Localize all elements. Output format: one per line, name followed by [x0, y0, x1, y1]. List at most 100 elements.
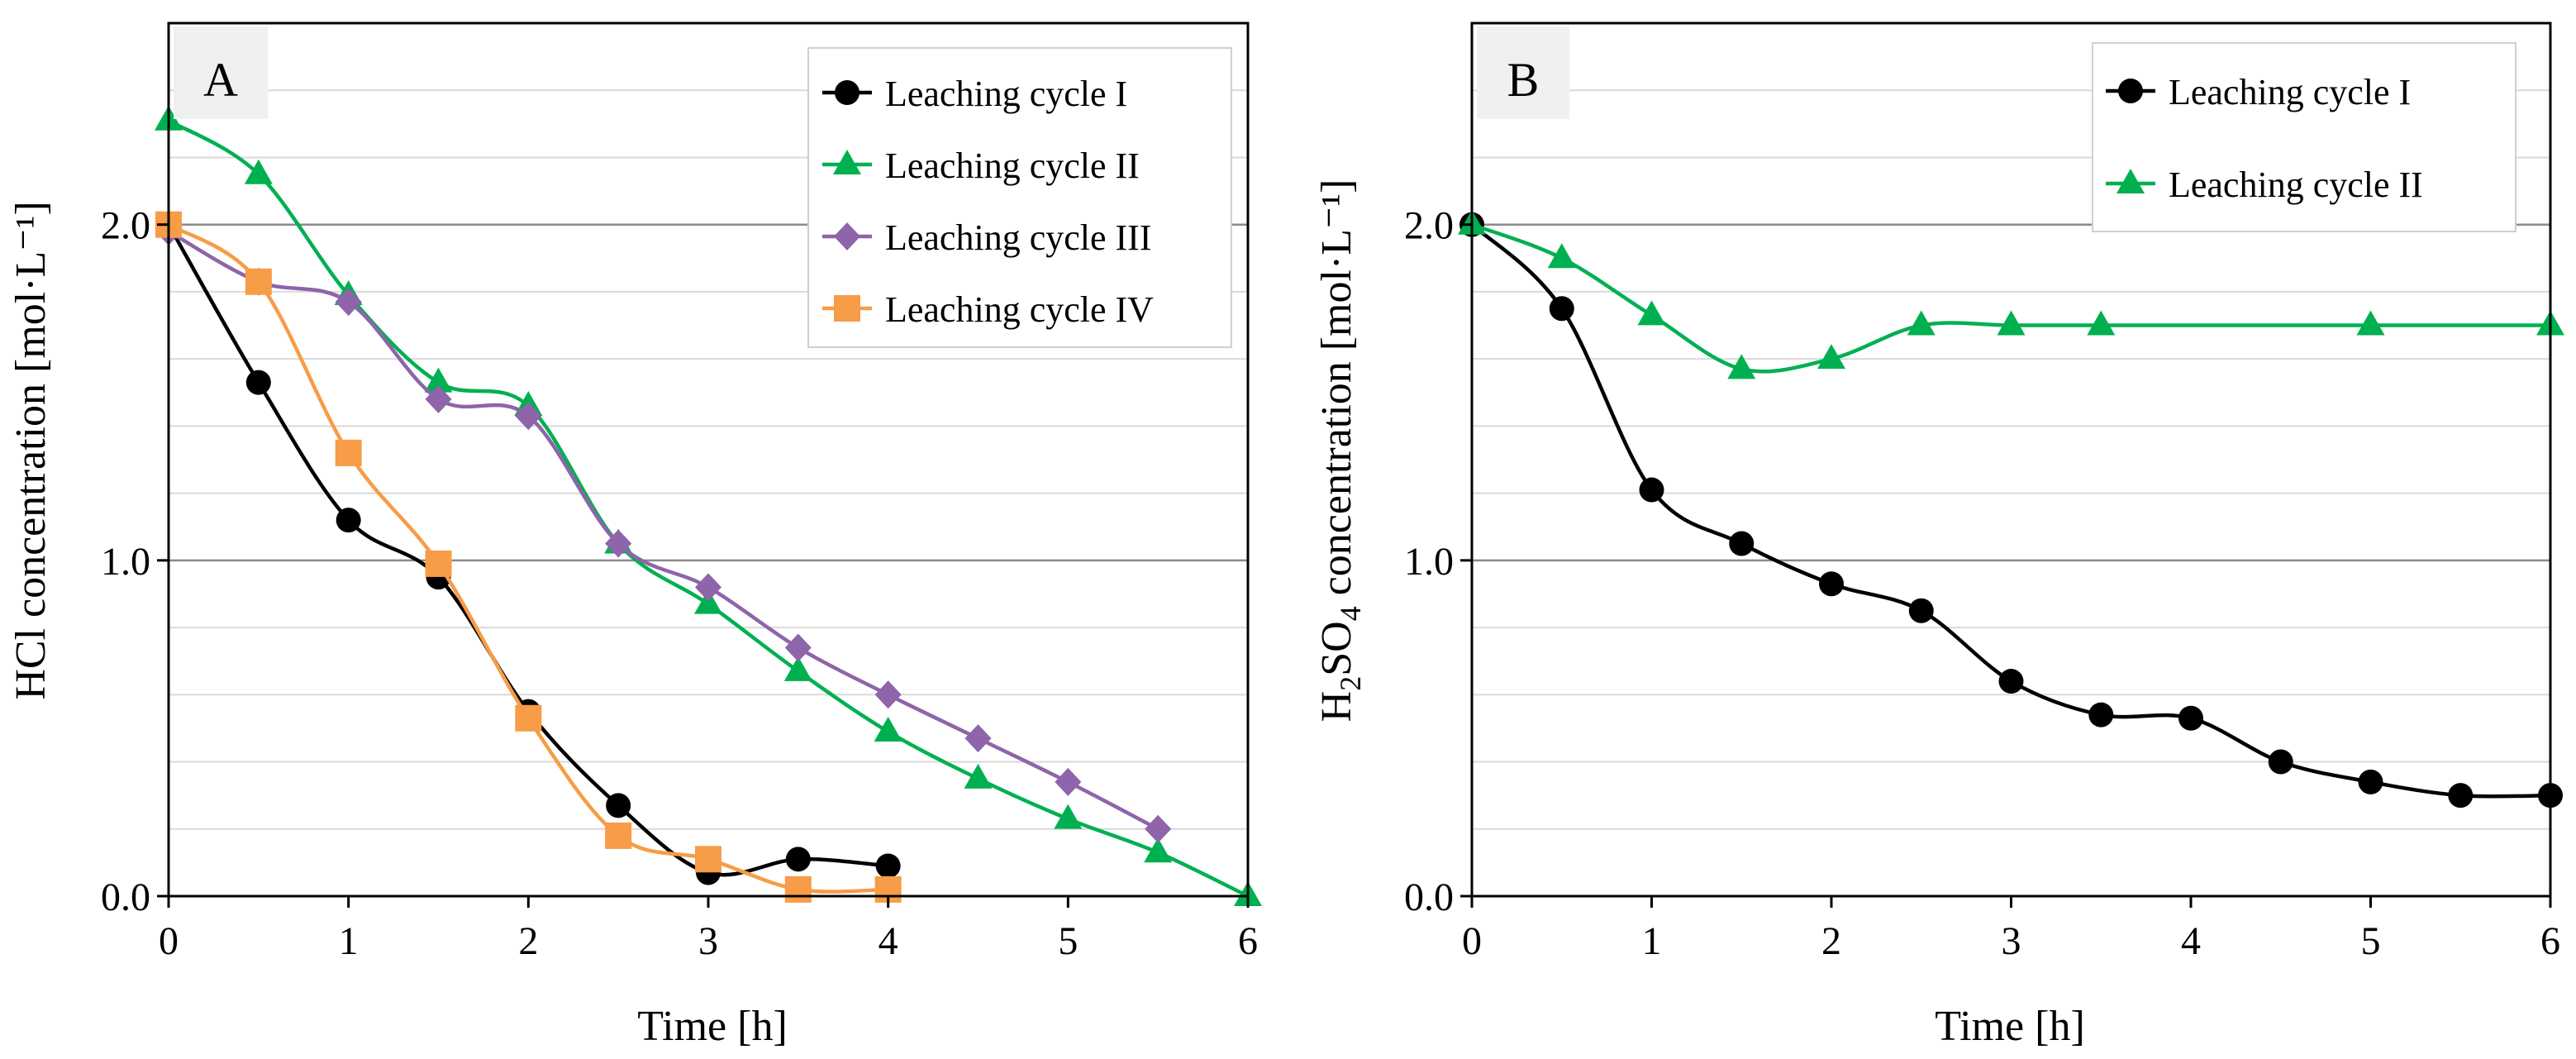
data-point [785, 847, 811, 872]
data-point [875, 853, 901, 879]
data-point [2356, 310, 2385, 336]
data-point [1997, 310, 2026, 336]
panel-a-legend: Leaching cycle I Leaching cycle II Leachin… [807, 47, 1232, 348]
x-tick-label: 5 [2361, 919, 2381, 963]
panel-b-series-2 [1458, 209, 2564, 379]
panel-a-label-box: A [174, 26, 268, 119]
panel-b-ticks: 0 1 2 3 4 5 6 0.0 1.0 2.0 [1404, 204, 2560, 963]
x-tick-label: 3 [698, 919, 718, 963]
legend-entry: Leaching cycle II [822, 145, 1140, 186]
data-point [336, 508, 361, 533]
data-point [1144, 837, 1173, 863]
legend-marker [833, 150, 861, 174]
data-point [2087, 310, 2116, 336]
data-point [244, 159, 273, 184]
data-point [424, 367, 453, 393]
data-point [2358, 769, 2383, 794]
panel-a-label: A [203, 53, 238, 107]
y-tick-label: 0.0 [1404, 875, 1454, 919]
panel-b-y-label-tail: concentration [mol·L⁻¹] [1313, 179, 1360, 607]
data-point [2268, 749, 2293, 775]
y-tick-label: 2.0 [1404, 204, 1454, 248]
data-point [1639, 477, 1664, 503]
data-point [784, 875, 812, 903]
data-point [1907, 310, 1936, 336]
x-tick-label: 0 [1462, 919, 1482, 963]
x-tick-label: 3 [2002, 919, 2021, 963]
data-point [695, 846, 721, 873]
x-tick-label: 4 [879, 919, 898, 963]
x-tick-label: 1 [339, 919, 359, 963]
data-point [1549, 296, 1574, 322]
y-tick-label: 0.0 [101, 875, 150, 919]
data-point [1908, 598, 1934, 623]
legend-marker [834, 295, 860, 322]
panel-a-series [155, 105, 1262, 906]
x-tick-label: 6 [2540, 919, 2560, 963]
data-point [874, 716, 902, 742]
y-tick-label: 2.0 [101, 204, 150, 248]
series-line [167, 222, 888, 894]
data-point [1729, 531, 1755, 556]
data-point [964, 724, 992, 753]
data-point [1145, 814, 1172, 843]
panel-a-y-axis-label: HCl concentration [mol·L⁻¹] [7, 201, 55, 699]
data-point [874, 680, 902, 709]
x-tick-label: 2 [1821, 919, 1841, 963]
data-point [1054, 804, 1083, 829]
data-point [425, 550, 452, 577]
data-point [1547, 243, 1576, 269]
legend-entry: Leaching cycle II [2106, 165, 2423, 205]
x-tick-label: 6 [1238, 919, 1258, 963]
data-point [2088, 702, 2114, 727]
data-point [605, 529, 632, 558]
y-tick-label: 1.0 [101, 540, 150, 584]
panel-a-series-4 [155, 211, 902, 903]
data-point [1998, 669, 2024, 694]
y-tick-label: 1.0 [1404, 540, 1454, 584]
data-point [784, 633, 812, 662]
data-point [515, 704, 542, 732]
panel-b-label: B [1507, 53, 1540, 107]
data-point [1637, 300, 1666, 326]
panel-b-series-1 [1459, 212, 2563, 809]
x-tick-label: 4 [2181, 919, 2201, 963]
data-point [1819, 571, 1844, 597]
legend-label: Leaching cycle I [885, 74, 1127, 114]
panel-b-y-label-so: SO [1313, 621, 1360, 675]
panel-b-legend: Leaching cycle I Leaching cycle II [2092, 42, 2516, 232]
legend-label: Leaching cycle II [2169, 165, 2423, 205]
x-tick-label: 2 [518, 919, 538, 963]
legend-entry: Leaching cycle III [822, 217, 1151, 258]
data-point [335, 439, 362, 466]
data-point [964, 763, 993, 789]
panel-b-y-label-sub2: 4 [1334, 606, 1367, 621]
x-tick-label: 0 [159, 919, 179, 963]
data-point [1055, 767, 1082, 796]
data-point [245, 370, 271, 395]
data-point [2178, 705, 2203, 731]
panel-b-label-box: B [1477, 26, 1569, 119]
data-point [1727, 354, 1756, 379]
legend-marker [2117, 169, 2145, 193]
data-point [695, 573, 721, 602]
legend-label: Leaching cycle II [885, 145, 1140, 186]
data-point [694, 589, 722, 614]
data-point [1817, 344, 1845, 370]
data-point [606, 793, 631, 818]
data-point [605, 822, 632, 849]
legend-label: Leaching cycle III [885, 217, 1151, 258]
legend-marker [2118, 79, 2143, 103]
panel-a-ticks: 0 1 2 3 4 5 6 0.0 1.0 2.0 [101, 204, 1258, 963]
panel-a: 0 1 2 3 4 5 6 0.0 1.0 2.0 A Time [h] HCl concentr… [7, 21, 1262, 1050]
data-point [335, 288, 362, 317]
panel-b-y-axis-label: H2SO4 concentration [mol·L⁻¹] [1313, 179, 1367, 723]
data-point [425, 384, 452, 413]
data-point [783, 656, 812, 681]
panel-b-y-label-h: H [1313, 691, 1360, 723]
legend-marker [834, 222, 860, 250]
legend-label: Leaching cycle I [2169, 72, 2411, 112]
x-tick-label: 5 [1058, 919, 1078, 963]
data-point [245, 268, 272, 295]
